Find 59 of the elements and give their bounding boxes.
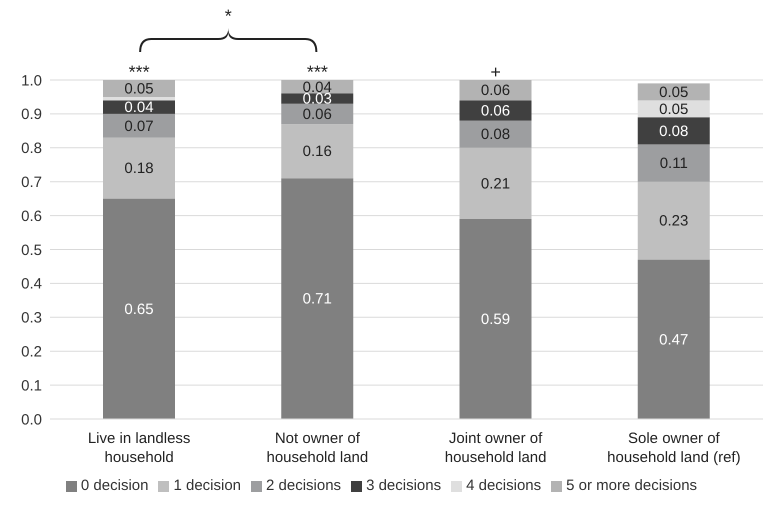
data-label: 0.06 <box>302 106 332 123</box>
x-tick-label: Not owner of household land <box>266 430 368 466</box>
annotation: *** <box>128 62 150 82</box>
bar <box>281 178 354 419</box>
legend-label: 4 decisions <box>466 477 542 494</box>
legend-label: 2 decisions <box>266 477 342 494</box>
bar <box>638 182 710 260</box>
bar <box>460 148 532 219</box>
legend-label: 3 decisions <box>366 477 442 494</box>
bar <box>638 144 710 182</box>
data-label: 0.18 <box>124 160 154 178</box>
legend-label: 5 or more decisions <box>566 477 698 494</box>
data-label: 0.05 <box>124 80 154 98</box>
data-label: 0.07 <box>124 118 154 135</box>
data-label: 0.06 <box>480 102 510 120</box>
x-tick-label: Sole owner of household land (ref) <box>607 430 741 466</box>
annotation: *** <box>306 62 328 82</box>
x-tick-label: Joint owner of household land <box>444 430 547 466</box>
bar <box>281 104 354 124</box>
data-label: 0.04 <box>124 99 154 116</box>
data-label: 0.06 <box>480 82 510 100</box>
y-tick-label: 0.3 <box>21 310 42 327</box>
bar <box>103 138 175 199</box>
y-tick-label: 0.0 <box>21 411 42 428</box>
data-label: 0.23 <box>659 212 688 230</box>
data-label: 0.65 <box>124 300 154 318</box>
data-label: 0.05 <box>659 84 688 101</box>
y-tick-label: 0.6 <box>21 208 42 225</box>
bar <box>638 117 710 144</box>
y-tick-label: 0.7 <box>21 174 42 192</box>
bar <box>460 80 532 100</box>
y-tick-label: 0.8 <box>21 140 42 158</box>
data-label: 0.59 <box>480 310 510 328</box>
data-label: 0.71 <box>302 290 332 308</box>
text: * <box>224 6 232 26</box>
data-label: 0.11 <box>660 155 688 172</box>
data-label: 0.21 <box>480 175 510 192</box>
y-tick-label: 0.1 <box>21 377 42 394</box>
bar <box>103 114 175 138</box>
bar <box>281 124 354 178</box>
bar <box>103 198 175 419</box>
x-tick-label: Live in landless household <box>88 430 190 466</box>
data-label: 0.08 <box>659 122 688 140</box>
data-label: 0.05 <box>659 100 688 118</box>
annotation: + <box>490 62 501 82</box>
bar <box>460 120 532 148</box>
y-tick-label: 0.5 <box>21 242 42 259</box>
bar <box>460 218 532 419</box>
y-tick-label: 1.0 <box>21 72 42 90</box>
bar <box>103 96 175 100</box>
legend-label: 0 decision <box>80 477 148 494</box>
y-tick-label: 0.9 <box>21 106 42 124</box>
data-label: 0.08 <box>480 126 510 144</box>
data-label: 0.16 <box>302 143 332 160</box>
y-tick-label: 0.2 <box>21 344 42 361</box>
legend-label: 1 decision <box>173 477 242 494</box>
y-tick-label: 0.4 <box>21 276 42 293</box>
bar <box>638 260 710 419</box>
data-label: 0.47 <box>659 331 688 348</box>
